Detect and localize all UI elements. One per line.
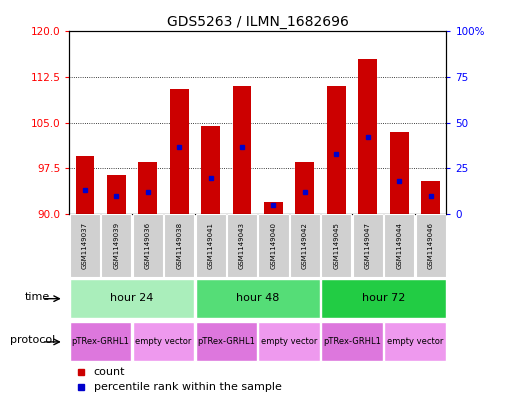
Text: protocol: protocol [10, 335, 55, 345]
Bar [170, 89, 189, 214]
Title: GDS5263 / ILMN_1682696: GDS5263 / ILMN_1682696 [167, 15, 349, 29]
Bar [384, 322, 446, 362]
Text: pTRex-GRHL1: pTRex-GRHL1 [323, 336, 381, 345]
Bar [233, 86, 251, 214]
Bar [421, 181, 440, 214]
Bar [295, 162, 314, 214]
Text: time: time [24, 292, 49, 301]
Bar [259, 214, 289, 277]
Bar [195, 279, 320, 318]
Bar [195, 322, 257, 362]
Bar [384, 214, 415, 277]
Text: pTRex-GRHL1: pTRex-GRHL1 [72, 336, 130, 345]
Bar [70, 322, 131, 362]
Text: count: count [94, 367, 125, 377]
Bar [290, 214, 320, 277]
Text: GSM1149037: GSM1149037 [82, 222, 88, 269]
Text: hour 72: hour 72 [362, 293, 405, 303]
Text: GSM1149039: GSM1149039 [113, 222, 120, 269]
Bar [133, 214, 163, 277]
Text: empty vector: empty vector [261, 336, 318, 345]
Bar [416, 214, 446, 277]
Bar [75, 156, 94, 214]
Bar [321, 322, 383, 362]
Text: empty vector: empty vector [387, 336, 443, 345]
Text: GSM1149036: GSM1149036 [145, 222, 151, 269]
Text: GSM1149043: GSM1149043 [239, 222, 245, 269]
Text: GSM1149045: GSM1149045 [333, 222, 339, 269]
Bar [264, 202, 283, 214]
Text: percentile rank within the sample: percentile rank within the sample [94, 382, 282, 391]
Text: GSM1149044: GSM1149044 [396, 222, 402, 269]
Text: hour 48: hour 48 [236, 293, 280, 303]
Bar [352, 214, 383, 277]
Bar [358, 59, 377, 214]
Bar [327, 86, 346, 214]
Text: GSM1149040: GSM1149040 [270, 222, 277, 269]
Bar [321, 214, 351, 277]
Text: hour 24: hour 24 [110, 293, 154, 303]
Bar [101, 214, 131, 277]
Bar [195, 214, 226, 277]
Text: GSM1149046: GSM1149046 [428, 222, 433, 269]
Bar [321, 279, 446, 318]
Bar [390, 132, 408, 214]
Text: empty vector: empty vector [135, 336, 192, 345]
Bar [259, 322, 320, 362]
Bar [139, 162, 157, 214]
Text: GSM1149041: GSM1149041 [208, 222, 213, 269]
Text: GSM1149047: GSM1149047 [365, 222, 371, 269]
Text: GSM1149042: GSM1149042 [302, 222, 308, 269]
Text: pTRex-GRHL1: pTRex-GRHL1 [198, 336, 255, 345]
Text: GSM1149038: GSM1149038 [176, 222, 182, 269]
Bar [227, 214, 257, 277]
Bar [133, 322, 194, 362]
Bar [164, 214, 194, 277]
Bar [107, 174, 126, 214]
Bar [201, 126, 220, 214]
Bar [70, 279, 194, 318]
Bar [70, 214, 100, 277]
